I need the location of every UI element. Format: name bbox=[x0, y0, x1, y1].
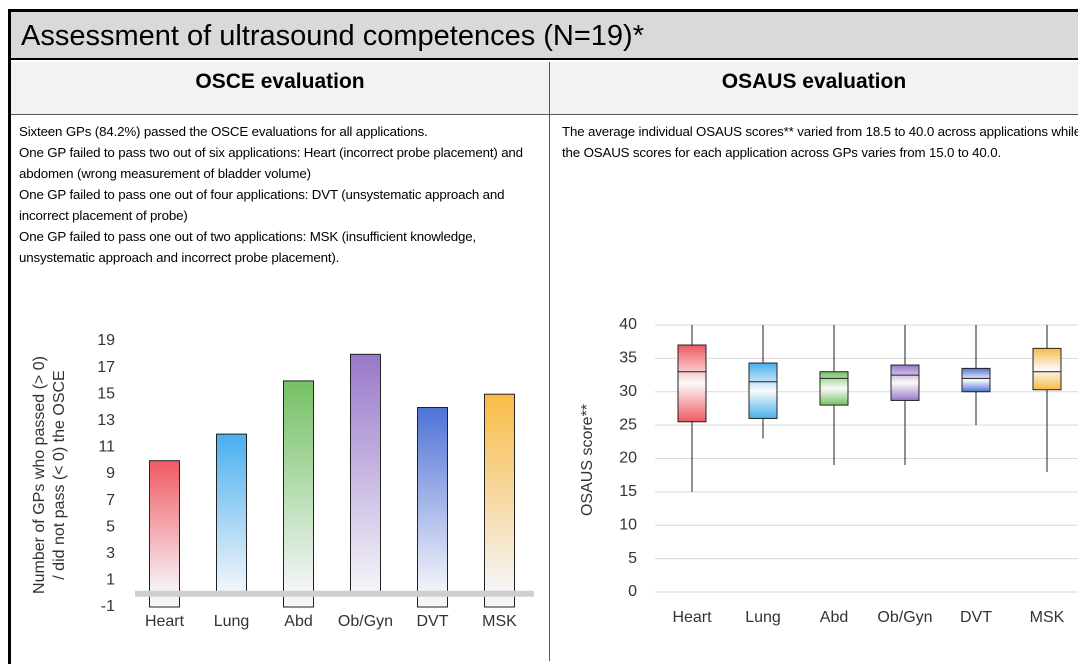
box bbox=[819, 371, 849, 406]
paragraph: The average individual OSAUS scores** va… bbox=[562, 124, 1078, 160]
y-tick-label: 0 bbox=[628, 583, 637, 600]
x-tick-label: Heart bbox=[672, 609, 712, 626]
y-tick-label: 30 bbox=[619, 383, 637, 400]
box bbox=[961, 367, 991, 393]
paragraph: One GP failed to pass two out of six app… bbox=[19, 145, 523, 181]
paragraph: One GP failed to pass one out of two app… bbox=[19, 229, 477, 265]
y-tick-label: 5 bbox=[106, 518, 115, 535]
page-title: Assessment of ultrasound competences (N=… bbox=[11, 12, 1078, 60]
y-tick-label: 15 bbox=[619, 483, 637, 500]
box bbox=[748, 362, 778, 419]
x-tick-label: DVT bbox=[960, 609, 992, 626]
bar bbox=[149, 460, 180, 595]
y-tick-label: 25 bbox=[619, 416, 637, 433]
y-tick-label: 19 bbox=[97, 332, 115, 349]
x-tick-label: Ob/Gyn bbox=[877, 609, 932, 626]
box bbox=[677, 344, 707, 423]
x-tick-label: DVT bbox=[417, 613, 449, 630]
y-tick-label: -1 bbox=[101, 598, 115, 615]
divider bbox=[549, 62, 550, 661]
box bbox=[890, 364, 920, 401]
bar bbox=[350, 353, 381, 595]
x-tick-label: MSK bbox=[482, 613, 517, 630]
y-tick-label: 5 bbox=[628, 550, 637, 567]
x-tick-label: Heart bbox=[145, 613, 185, 630]
y-axis-label: OSAUS score** bbox=[579, 404, 596, 516]
panel-text: Sixteen GPs (84.2%) passed the OSCE eval… bbox=[19, 121, 545, 268]
y-tick-label: 20 bbox=[619, 450, 637, 467]
panel-heading: OSAUS evaluation bbox=[550, 62, 1078, 115]
y-tick-label: 7 bbox=[106, 492, 115, 509]
x-tick-label: Lung bbox=[214, 613, 250, 630]
y-tick-label: 3 bbox=[106, 545, 115, 562]
x-tick-label: Ob/Gyn bbox=[338, 613, 393, 630]
bar bbox=[216, 433, 247, 595]
box-chart: 0 5 10 15 20 25 30 35 40 Heart Lung Abd Ob/Gyn DVT MSK… bbox=[579, 316, 1078, 626]
y-tick-label: 11 bbox=[98, 439, 115, 456]
box bbox=[1032, 347, 1062, 391]
x-tick-label: Abd bbox=[284, 613, 312, 630]
frame bbox=[8, 9, 1078, 664]
x-tick-label: MSK bbox=[1030, 609, 1065, 626]
y-tick-label: 15 bbox=[97, 385, 115, 402]
y-tick-label: 1 bbox=[106, 572, 115, 589]
y-tick-label: 17 bbox=[97, 359, 115, 376]
x-tick-label: Lung bbox=[745, 609, 781, 626]
bar bbox=[417, 407, 448, 595]
x-tick-label: Abd bbox=[820, 609, 848, 626]
y-tick-label: 13 bbox=[97, 412, 115, 429]
panel-text: The average individual OSAUS scores** va… bbox=[562, 121, 1078, 163]
y-tick-label: 40 bbox=[619, 316, 637, 333]
y-tick-label: 9 bbox=[106, 465, 115, 482]
y-axis-label: / did not pass (< 0) the OSCE bbox=[51, 370, 68, 579]
y-axis-label: Number of GPs who passed (> 0) bbox=[31, 356, 48, 594]
bar bbox=[283, 380, 314, 595]
paragraph: Sixteen GPs (84.2%) passed the OSCE eval… bbox=[19, 124, 428, 139]
y-tick-label: 10 bbox=[619, 516, 637, 533]
bar bbox=[484, 393, 515, 595]
y-tick-label: 35 bbox=[619, 350, 637, 367]
panel-heading: OSCE evaluation bbox=[11, 62, 549, 115]
paragraph: One GP failed to pass one out of four ap… bbox=[19, 187, 505, 223]
